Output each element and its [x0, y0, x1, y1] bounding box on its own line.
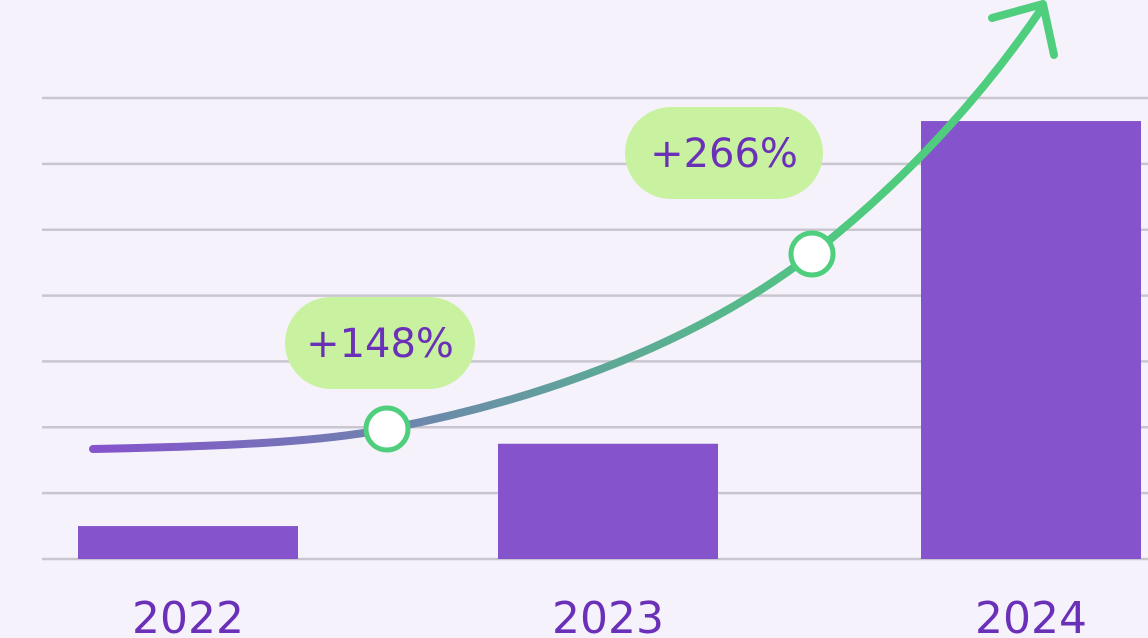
annotation-pill: [625, 107, 823, 199]
bar: [921, 121, 1141, 560]
x-tick-label: 2023: [552, 593, 664, 638]
grid: [42, 96, 1148, 561]
x-tick-label: 2022: [132, 593, 244, 638]
trend-arrowhead: [988, 0, 1058, 59]
labels: 2022 2023 2024 +148% +266%: [132, 107, 1087, 638]
trend-point: [363, 405, 411, 453]
bar: [498, 443, 718, 559]
annotation-label: +266%: [650, 131, 798, 177]
trend-curve: [89, 4, 1046, 453]
bars: [78, 121, 1141, 560]
x-tick-label: 2024: [975, 593, 1087, 638]
trend-point: [788, 230, 836, 278]
bar: [78, 526, 298, 559]
annotation-pill: [285, 297, 475, 389]
annotation-label: +148%: [306, 321, 454, 367]
